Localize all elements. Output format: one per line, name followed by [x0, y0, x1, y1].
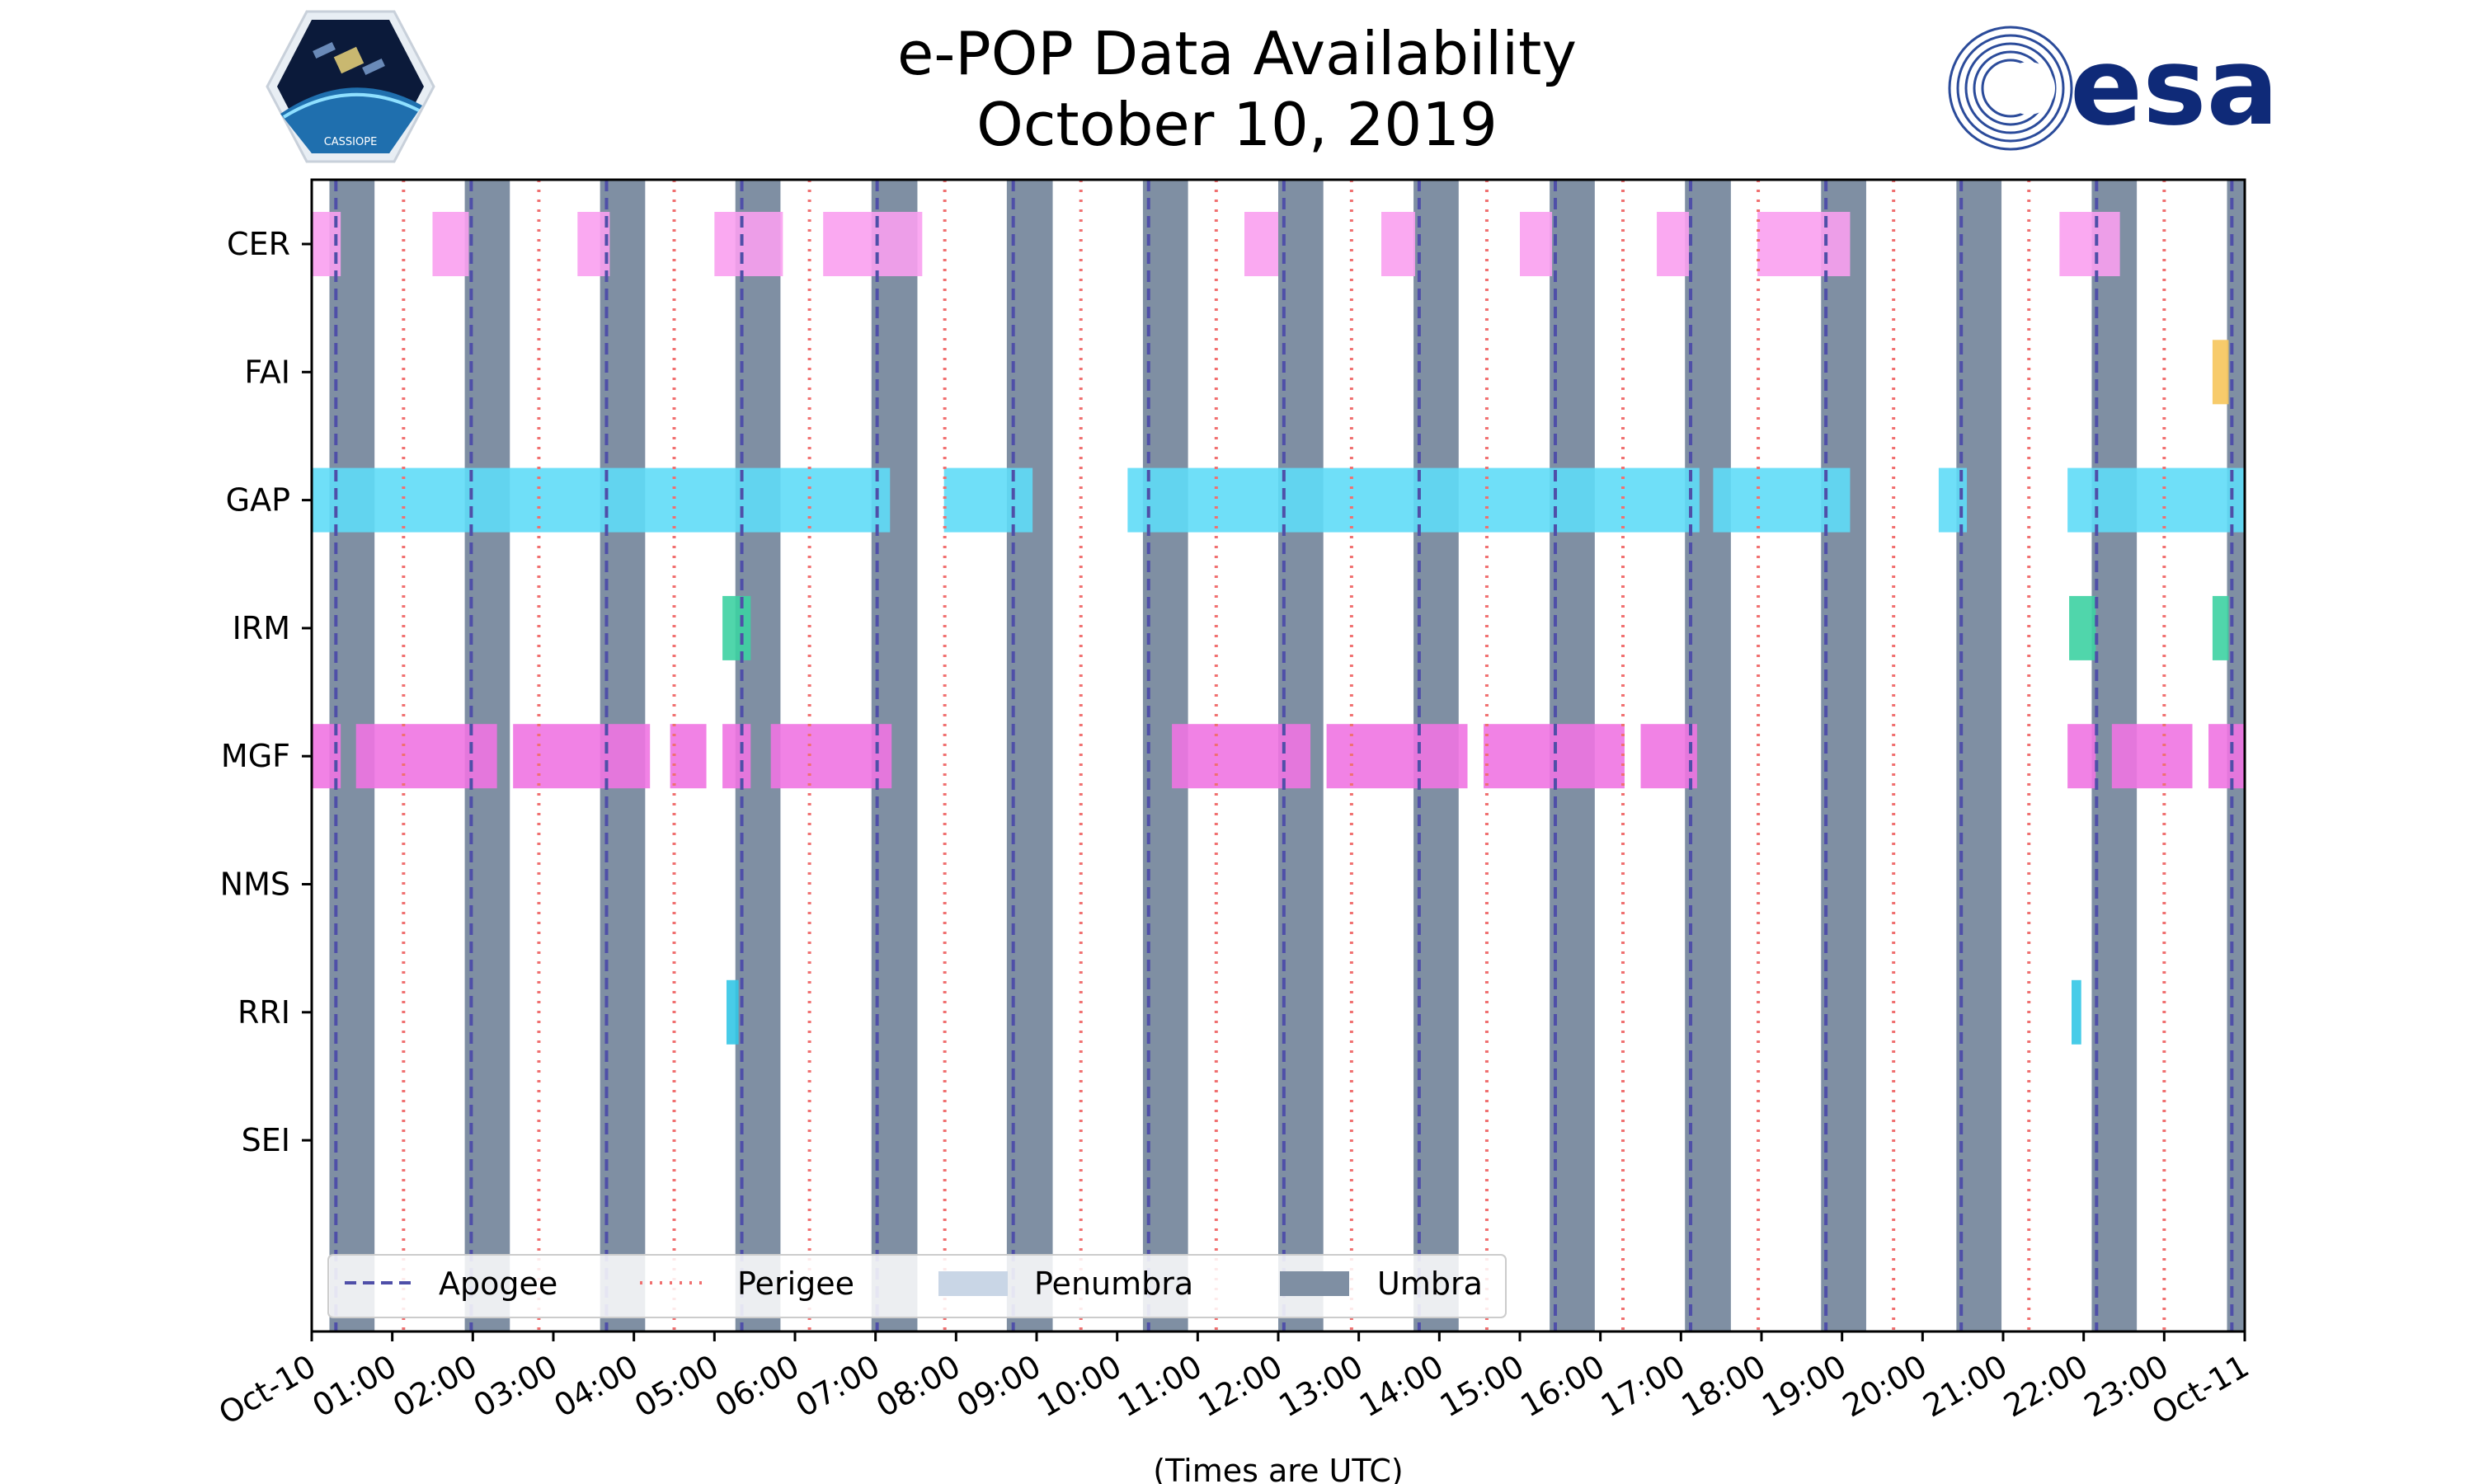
umbra-band-12 — [1956, 180, 2002, 1331]
x-tick-label-10: 10:00 — [1031, 1348, 1127, 1425]
bar-mgf-5 — [770, 724, 892, 789]
y-tick-label-rri: RRI — [238, 994, 290, 1031]
esa-logo: esa — [1948, 24, 2279, 151]
legend-penumbra-label: Penumbra — [1034, 1266, 1193, 1302]
y-tick-label-irm: IRM — [233, 610, 290, 646]
bar-mgf-6 — [1172, 724, 1311, 789]
x-tick-label-14: 14:00 — [1353, 1348, 1450, 1425]
x-tick-label-2: 02:00 — [387, 1348, 483, 1425]
x-tick-label-15: 15:00 — [1434, 1348, 1531, 1425]
x-tick-label-13: 13:00 — [1272, 1348, 1369, 1425]
legend-apogee-label: Apogee — [439, 1266, 557, 1302]
legend-box — [327, 1254, 1507, 1318]
bar-mgf-10 — [2067, 724, 2096, 789]
legend-umbra-swatch — [1280, 1271, 1349, 1296]
x-tick-label-18: 18:00 — [1676, 1348, 1772, 1425]
legend: Apogee Perigee Penumbra Umbra — [327, 1254, 1507, 1318]
x-tick-label-6: 06:00 — [709, 1348, 806, 1425]
x-tick-label-17: 17:00 — [1595, 1348, 1691, 1425]
x-axis: Oct-1001:0002:0003:0004:0005:0006:0007:0… — [213, 1331, 2255, 1432]
bar-irm-2 — [2212, 595, 2229, 660]
bar-rri-0 — [726, 979, 739, 1045]
y-tick-label-cer: CER — [227, 226, 290, 262]
y-tick-label-sei: SEI — [242, 1122, 290, 1158]
x-axis-label: (Times are UTC) — [1153, 1453, 1403, 1484]
bar-rri-1 — [2072, 979, 2081, 1045]
y-tick-label-gap: GAP — [226, 482, 290, 519]
bar-gap-0 — [312, 467, 891, 533]
cassiope-mission-logo: CASSIOPE — [266, 10, 435, 163]
x-tick-label-5: 05:00 — [628, 1348, 725, 1425]
bar-mgf-1 — [355, 724, 497, 789]
x-tick-label-19: 19:00 — [1756, 1348, 1852, 1425]
bar-cer-7 — [1520, 212, 1553, 276]
bar-cer-6 — [1381, 212, 1416, 276]
bar-mgf-7 — [1326, 724, 1468, 789]
y-tick-label-mgf: MGF — [221, 738, 290, 774]
orbit-lines — [334, 180, 2234, 1331]
x-tick-label-21: 21:00 — [1917, 1348, 2014, 1425]
bar-cer-2 — [577, 212, 610, 276]
x-tick-label-7: 07:00 — [789, 1348, 886, 1425]
umbra-band-11 — [1821, 180, 1866, 1331]
bar-gap-5 — [2067, 467, 2245, 533]
x-tick-label-11: 11:00 — [1112, 1348, 1208, 1425]
bar-mgf-2 — [513, 724, 651, 789]
x-tick-label-20: 20:00 — [1837, 1348, 1933, 1425]
bar-mgf-9 — [1640, 724, 1697, 789]
x-tick-label-1: 01:00 — [306, 1348, 402, 1425]
x-tick-label-12: 12:00 — [1192, 1348, 1289, 1425]
bar-fai-0 — [2212, 340, 2229, 405]
bar-gap-2 — [1127, 467, 1700, 533]
legend-perigee-label: Perigee — [737, 1266, 854, 1302]
x-tick-label-22: 22:00 — [1997, 1348, 2094, 1425]
bar-cer-5 — [1244, 212, 1278, 276]
title-line-1: e-POP Data Availability — [897, 19, 1577, 88]
x-tick-label-4: 04:00 — [548, 1348, 644, 1425]
x-tick-label-3: 03:00 — [468, 1348, 564, 1425]
bar-irm-0 — [722, 595, 751, 660]
bar-gap-1 — [943, 467, 1033, 533]
bar-cer-8 — [1657, 212, 1690, 276]
bar-mgf-12 — [2208, 724, 2245, 789]
x-tick-label-9: 09:00 — [951, 1348, 1047, 1425]
legend-penumbra-swatch — [938, 1271, 1008, 1296]
legend-umbra-label: Umbra — [1377, 1266, 1483, 1302]
bar-mgf-11 — [2111, 724, 2193, 789]
y-tick-label-nms: NMS — [220, 866, 290, 903]
y-axis: CER FAI GAP IRM MGF NMS RRI SEI — [220, 226, 312, 1158]
availability-bars — [312, 212, 2245, 1045]
chart-title: e-POP Data Availability October 10, 2019 — [0, 18, 2474, 160]
bar-cer-3 — [714, 212, 783, 276]
bar-cer-1 — [432, 212, 469, 276]
bar-irm-1 — [2069, 595, 2096, 660]
x-tick-label-8: 08:00 — [870, 1348, 967, 1425]
bar-cer-10 — [2059, 212, 2120, 276]
cassiope-caption: CASSIOPE — [324, 136, 378, 148]
title-line-2: October 10, 2019 — [976, 90, 1498, 159]
esa-wordmark: esa — [2070, 24, 2279, 149]
x-tick-label-16: 16:00 — [1514, 1348, 1611, 1425]
x-tick-label-0: Oct-10 — [213, 1348, 322, 1432]
bar-cer-9 — [1757, 212, 1851, 276]
bar-mgf-3 — [670, 724, 707, 789]
bar-cer-4 — [823, 212, 923, 276]
y-tick-label-fai: FAI — [244, 354, 290, 390]
bar-mgf-4 — [722, 724, 751, 789]
bar-gap-3 — [1713, 467, 1851, 533]
